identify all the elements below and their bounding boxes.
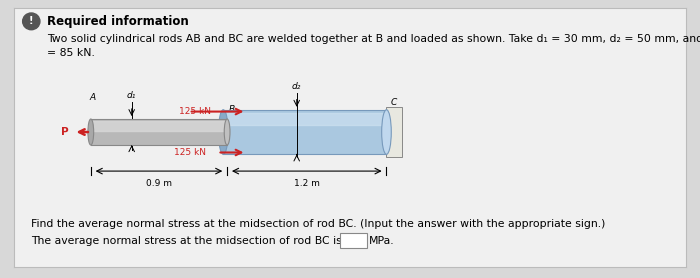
Circle shape (22, 13, 40, 30)
Text: Two solid cylindrical rods AB and BC are welded together at B and loaded as show: Two solid cylindrical rods AB and BC are… (47, 34, 700, 44)
Text: 125 kN: 125 kN (174, 148, 206, 157)
Text: C: C (391, 98, 398, 107)
Text: The average normal stress at the midsection of rod BC is: The average normal stress at the midsect… (32, 236, 342, 246)
Bar (386, 107, 402, 157)
Ellipse shape (88, 119, 94, 145)
Text: 1.2 m: 1.2 m (294, 180, 320, 188)
Text: !: ! (29, 16, 34, 26)
Text: A: A (90, 93, 96, 102)
Ellipse shape (224, 119, 230, 145)
Bar (223, 110, 386, 154)
Ellipse shape (382, 110, 391, 154)
Text: Find the average normal stress at the midsection of rod BC. (Input the answer wi: Find the average normal stress at the mi… (32, 219, 606, 229)
Text: d₁: d₁ (127, 91, 136, 100)
Text: 125 kN: 125 kN (179, 107, 211, 116)
Ellipse shape (218, 110, 228, 154)
Bar (340, 234, 368, 248)
Bar (91, 119, 227, 145)
Text: Required information: Required information (47, 15, 188, 28)
Text: MPa.: MPa. (369, 236, 395, 246)
Text: 0.9 m: 0.9 m (146, 180, 172, 188)
Text: P: P (61, 127, 69, 137)
Text: = 85 kN.: = 85 kN. (47, 48, 94, 58)
Text: B: B (229, 105, 235, 114)
Text: d₂: d₂ (292, 82, 302, 91)
